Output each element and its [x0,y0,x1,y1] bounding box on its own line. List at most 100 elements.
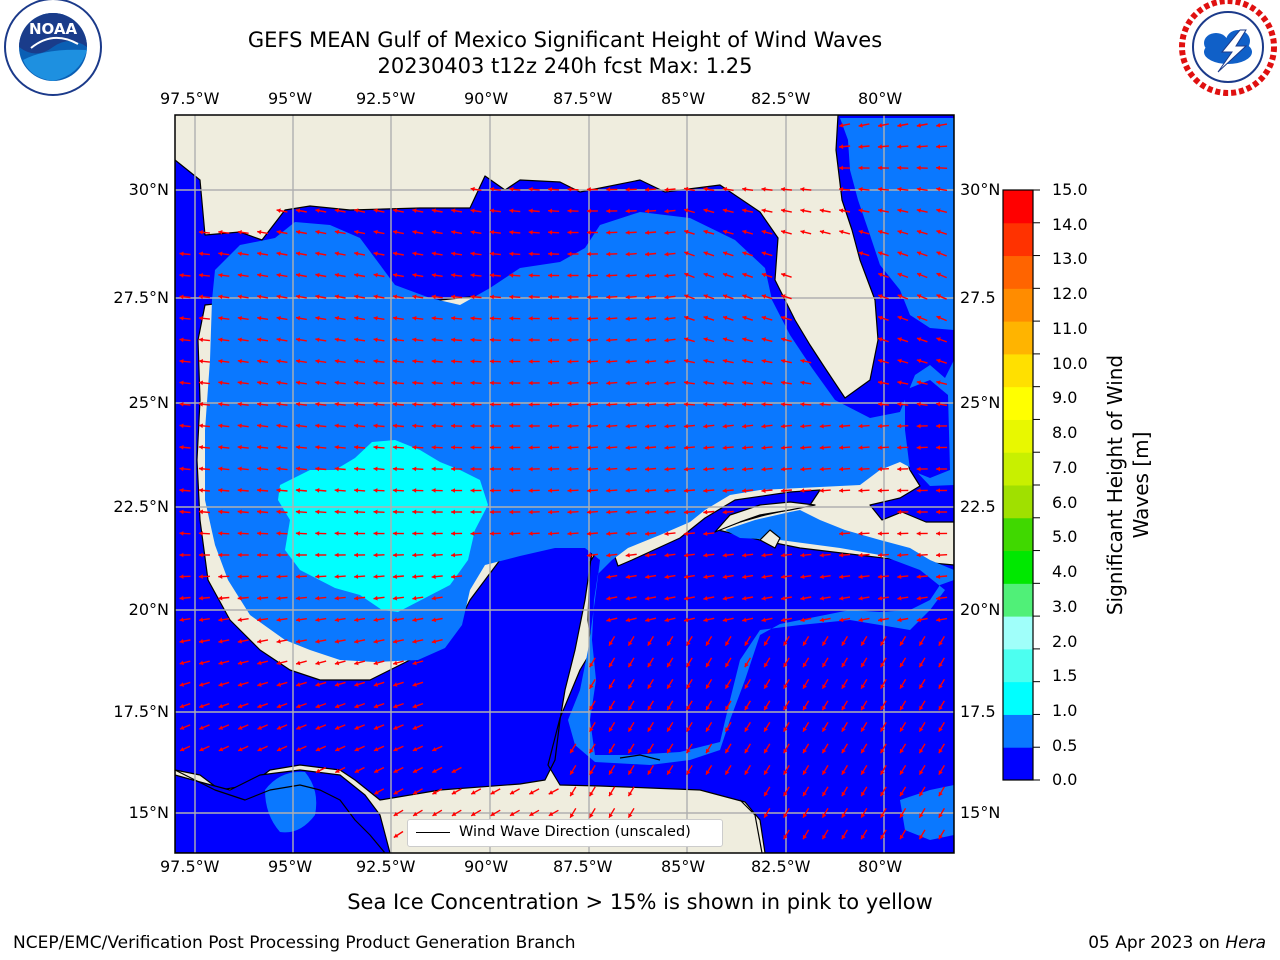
wind-wave-arrowhead [625,208,630,214]
wind-wave-arrowhead [509,251,514,257]
wind-wave-arrowhead [664,230,669,235]
wind-wave-arrowhead [334,466,339,472]
wind-wave-arrowhead [373,552,378,558]
wind-wave-arrowhead [761,315,767,321]
wind-wave-arrowhead [354,747,360,752]
wind-wave-arrowhead [218,359,223,364]
wind-wave-arrowhead [780,402,785,407]
wind-wave-arrowhead [647,684,652,689]
wind-wave-arrowhead [625,423,630,429]
wind-wave-arrowhead [764,705,769,711]
wind-wave-arrowhead [451,574,456,579]
wind-wave-arrowhead [470,359,475,364]
wind-wave-arrowhead [936,380,941,385]
wind-wave-arrowhead [936,595,941,601]
wind-wave-arrowhead [198,574,203,579]
colorbar-segment [1003,648,1033,683]
wind-wave-arrowhead [936,574,941,579]
wind-wave-arrowhead [625,273,630,278]
wind-wave-arrowhead [742,488,747,493]
wind-wave-arrowhead [703,229,708,235]
colorbar-tick: 10.0 [1052,354,1088,373]
wind-wave-arrowhead [647,727,652,732]
wind-wave-arrowhead [489,488,494,493]
wind-wave-arrowhead [897,294,903,299]
wind-wave-arrowhead [470,509,475,515]
wind-wave-arrowhead [276,445,281,450]
wind-wave-arrowhead [586,316,591,321]
wind-wave-arrowhead [897,574,902,579]
lat-tick: 27.5 [960,288,996,307]
wind-wave-arrowhead [412,747,418,752]
wind-wave-arrowhead [296,747,301,752]
wind-wave-arrowhead [878,294,883,299]
wind-wave-arrowhead [684,574,689,580]
wind-wave-arrowhead [861,641,866,646]
wind-wave-arrowhead [334,617,339,623]
wind-wave-arrowhead [686,770,691,775]
wind-wave-arrowhead [237,531,242,536]
wind-wave-arrowhead [647,662,652,668]
wind-wave-arrowhead [392,423,397,429]
wind-wave-arrowhead [470,230,475,235]
wind-wave-arrowhead [764,662,769,668]
wind-wave-arrowhead [374,768,379,773]
wind-wave-arrowhead [567,466,572,472]
wind-wave-arrowhead [179,359,184,364]
wind-wave-arrowhead [919,834,924,840]
wind-wave-arrowhead [451,208,456,213]
wind-wave-arrowhead [586,251,591,257]
wind-wave-arrowhead [819,574,824,579]
wind-wave-arrowhead [257,272,262,278]
wind-wave-arrowhead [628,791,633,797]
wind-wave-arrowhead [179,402,184,407]
wind-wave-arrowhead [609,791,613,797]
wind-wave-arrowhead [489,423,494,429]
wind-wave-arrowhead [861,662,866,668]
wind-wave-arrowhead [803,662,807,668]
wind-wave-arrowhead [764,813,769,818]
wind-wave-arrowhead [451,380,456,386]
colorbar-tick: 1.5 [1052,666,1078,685]
wind-wave-arrowhead [509,230,514,235]
wind-wave-arrowhead [392,552,397,558]
wind-wave-arrowhead [392,337,398,343]
wind-wave-arrowhead [803,748,807,754]
lon-tick: 80°W [858,857,903,876]
wind-wave-arrowhead [803,684,807,689]
wind-wave-arrowhead [354,703,359,709]
coastlines [175,501,816,853]
wind-wave-arrowhead [567,380,572,386]
wind-wave-arrowhead [861,684,866,689]
wind-wave-arrowhead [781,272,786,278]
wind-wave-arrowhead [198,402,203,407]
wind-wave-arrowhead [567,402,572,407]
wind-wave-arrowhead [373,423,378,429]
wind-wave-arrowhead [509,273,514,278]
wind-wave-arrowhead [822,791,827,797]
wind-wave-arrowhead [897,187,902,192]
wind-wave-arrowhead [645,273,650,278]
wind-wave-arrowhead [548,509,553,515]
wind-wave-arrowhead [877,488,882,493]
wind-wave-arrowhead [667,662,672,668]
wind-wave-arrowhead [431,595,436,601]
wind-wave-arrowhead [645,402,650,407]
wind-wave-arrowhead [742,596,747,601]
wind-wave-arrowhead [839,552,844,558]
wind-wave-arrowhead [528,273,533,278]
wind-wave-arrowhead [198,466,203,472]
wind-wave-arrowhead [722,617,728,623]
lon-tick: 95°W [268,89,313,108]
wind-wave-arrowhead [781,617,786,623]
wind-wave-arrowhead [295,574,300,579]
wind-wave-arrowhead [199,747,204,752]
wind-wave-arrowhead [373,208,378,213]
wind-wave-arrowhead [354,595,359,601]
wind-wave-arrowhead [723,272,728,278]
wind-wave-arrowhead [819,617,825,623]
wind-wave-arrowhead [703,380,708,386]
wind-wave-arrowhead [412,423,417,429]
wind-wave-arrowhead [509,488,514,493]
wind-wave-arrowhead [354,660,359,666]
